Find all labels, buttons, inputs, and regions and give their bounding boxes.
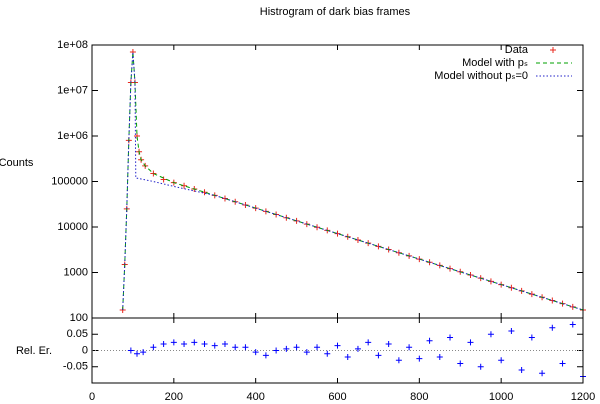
y-tick-label: 0 xyxy=(82,344,88,356)
legend-marker xyxy=(550,47,556,53)
y-tick-label: 10000 xyxy=(57,221,88,233)
data-point xyxy=(569,321,576,328)
data-point xyxy=(528,291,535,298)
data-point xyxy=(211,342,218,349)
x-tick-label: 800 xyxy=(410,391,428,403)
x-tick-label: 0 xyxy=(89,391,95,403)
data-point xyxy=(160,341,167,347)
data-point xyxy=(508,284,515,291)
data-point xyxy=(395,249,402,256)
model-line xyxy=(122,52,584,311)
data-point xyxy=(303,349,310,356)
x-tick-label: 200 xyxy=(165,391,183,403)
data-point xyxy=(293,344,300,351)
data-point xyxy=(508,328,515,334)
data-point xyxy=(385,341,392,347)
data-point xyxy=(334,342,341,349)
x-tick-label: 1000 xyxy=(489,391,513,403)
y-tick-label: 1000 xyxy=(64,266,88,278)
data-point xyxy=(518,367,525,373)
data-point xyxy=(395,357,402,364)
plot-frame xyxy=(91,317,584,384)
data-point xyxy=(559,360,566,367)
data-point xyxy=(344,354,351,360)
data-point xyxy=(134,350,141,357)
data-point xyxy=(150,344,157,351)
y-tick-label: 100 xyxy=(70,312,88,324)
data-point xyxy=(487,278,494,285)
data-point xyxy=(375,243,382,250)
data-point xyxy=(406,344,413,351)
data-point xyxy=(487,331,494,338)
data-point xyxy=(539,370,546,377)
data-point xyxy=(314,224,321,231)
plot-frame xyxy=(91,44,584,319)
data-point xyxy=(170,339,177,346)
y-tick-label: 0.05 xyxy=(67,328,88,340)
data-point xyxy=(416,355,423,362)
data-point xyxy=(314,344,321,351)
y-axis-label: Counts xyxy=(0,157,34,169)
data-point xyxy=(191,339,198,346)
data-point xyxy=(232,344,239,351)
data-point xyxy=(221,341,228,347)
chart-title: Histrogram of dark bias frames xyxy=(260,6,411,18)
data-point xyxy=(467,339,474,346)
y-tick-label: 1e+08 xyxy=(57,39,88,51)
data-point xyxy=(477,363,484,370)
data-point xyxy=(447,334,454,341)
y-tick-label: 1e+07 xyxy=(57,84,88,96)
y-tick-label: 1e+06 xyxy=(57,130,88,142)
x-tick-label: 1200 xyxy=(571,391,595,403)
data-point xyxy=(528,334,535,341)
legend-label: Data xyxy=(505,44,529,56)
y-axis-label: Rel. Er. xyxy=(16,345,52,357)
data-point xyxy=(221,195,228,202)
data-point xyxy=(498,357,505,364)
data-point xyxy=(354,345,361,352)
data-point xyxy=(252,349,259,356)
data-point xyxy=(549,324,556,331)
data-point xyxy=(201,341,208,347)
data-point xyxy=(181,182,188,189)
legend-label: Model with pₛ xyxy=(462,57,528,69)
data-point xyxy=(324,350,331,357)
data-point xyxy=(375,352,382,359)
data-point xyxy=(436,354,443,360)
data-point xyxy=(334,230,341,237)
data-point xyxy=(140,349,147,356)
data-point xyxy=(365,339,372,346)
data-point xyxy=(457,360,464,367)
data-point xyxy=(160,176,167,183)
model-line xyxy=(122,52,584,311)
data-point xyxy=(354,236,361,243)
data-point xyxy=(201,189,208,196)
data-point xyxy=(262,352,269,359)
x-tick-label: 400 xyxy=(246,391,264,403)
y-tick-label: 100000 xyxy=(51,175,88,187)
data-point xyxy=(150,170,157,177)
data-point xyxy=(127,347,134,354)
data-point xyxy=(549,297,556,304)
data-point xyxy=(283,345,290,352)
y-tick-label: -0.05 xyxy=(63,361,88,373)
data-point xyxy=(242,344,249,351)
x-tick-label: 600 xyxy=(328,391,346,403)
data-point xyxy=(569,303,576,310)
legend-label: Model without pₛ=0 xyxy=(434,70,528,82)
data-point xyxy=(181,341,188,347)
data-point xyxy=(273,347,280,354)
data-point xyxy=(426,337,433,344)
